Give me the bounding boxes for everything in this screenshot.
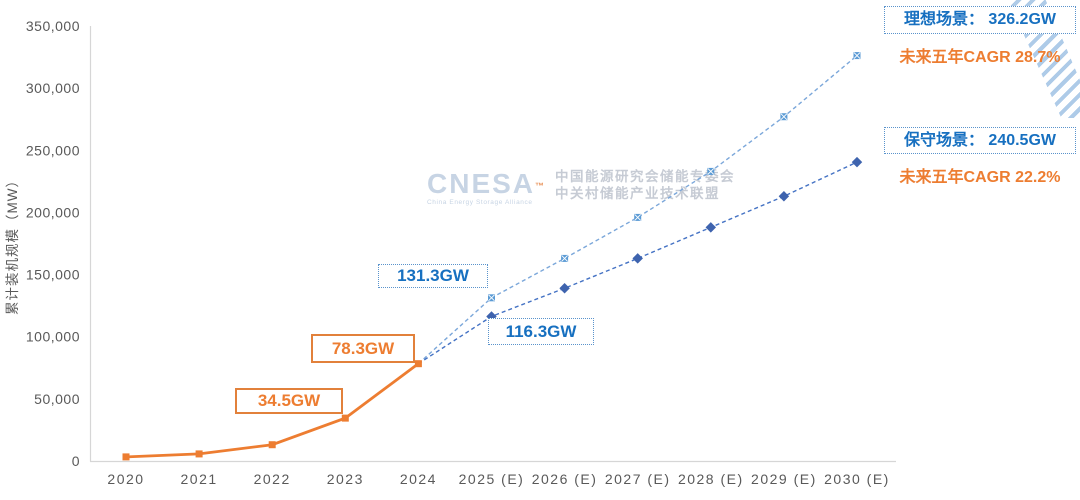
marker-conservative <box>632 253 643 264</box>
data-label-2024: 78.3GW <box>311 334 415 363</box>
marker-ideal <box>561 254 569 262</box>
series-line-ideal <box>417 55 858 365</box>
y-axis-tick-label: 0 <box>72 453 80 469</box>
ideal-scenario-label: 理想场景： 326.2GW <box>884 6 1076 34</box>
marker-conservative <box>705 222 717 233</box>
x-axis-tick-label: 2025 (E) <box>459 471 525 487</box>
x-axis-tick-label: 2026 (E) <box>532 471 598 487</box>
marker-historical <box>122 453 130 461</box>
marker-conservative <box>778 191 790 202</box>
x-axis-tick-label: 2021 <box>181 471 218 487</box>
marker-ideal <box>780 113 788 121</box>
marker-ideal <box>853 52 861 60</box>
y-axis-tick-label: 250,000 <box>26 142 80 158</box>
marker-historical <box>414 360 422 368</box>
x-axis-tick-label: 2023 <box>327 471 364 487</box>
x-axis-tick-label: 2020 <box>107 471 144 487</box>
y-axis-tick-label: 200,000 <box>26 204 80 220</box>
data-label-2025-conservative: 116.3GW <box>488 318 594 345</box>
ideal-cagr-label: 未来五年CAGR 28.7% <box>899 49 1061 66</box>
marker-historical <box>341 414 349 422</box>
y-axis-title: 累计装机规模（MW） <box>5 173 20 315</box>
conservative-cagr-label: 未来五年CAGR 22.2% <box>899 169 1061 186</box>
marker-ideal <box>488 294 495 302</box>
x-axis-tick-label: 2028 (E) <box>678 471 744 487</box>
y-axis-tick-label: 150,000 <box>26 267 80 283</box>
y-axis-tick-label: 350,000 <box>26 18 80 34</box>
x-axis-tick-label: 2024 <box>400 471 437 487</box>
x-axis-tick-label: 2022 <box>254 471 291 487</box>
marker-conservative <box>559 283 570 294</box>
x-axis-tick-label: 2029 (E) <box>751 471 817 487</box>
marker-conservative <box>851 156 863 168</box>
marker-ideal <box>707 167 715 175</box>
y-axis-tick-label: 300,000 <box>26 80 80 96</box>
y-axis-tick-label: 100,000 <box>26 329 80 345</box>
data-label-2023: 34.5GW <box>235 388 343 414</box>
x-axis-tick-label: 2027 (E) <box>605 471 671 487</box>
x-axis-tick-label: 2030 (E) <box>824 471 890 487</box>
conservative-scenario-label: 保守场景： 240.5GW <box>884 127 1076 154</box>
marker-historical <box>195 450 203 458</box>
y-axis-tick-label: 50,000 <box>34 391 80 407</box>
marker-ideal <box>634 213 642 221</box>
marker-historical <box>268 441 276 449</box>
data-label-2025-ideal: 131.3GW <box>378 264 488 288</box>
